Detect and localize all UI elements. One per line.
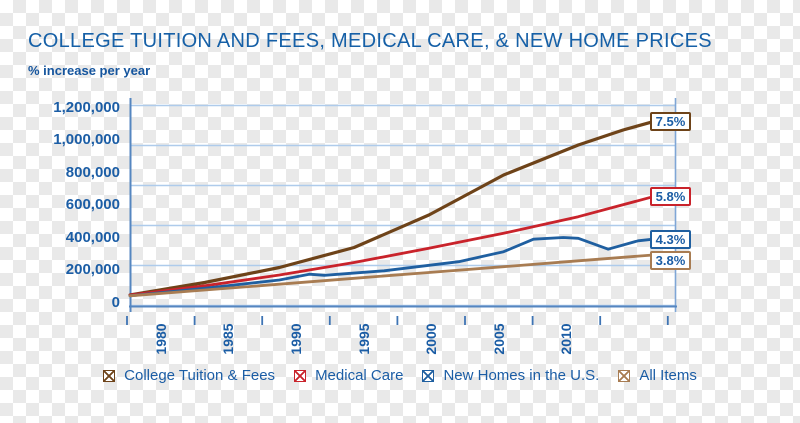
- series-line-2: [128, 195, 655, 297]
- x-axis-label: 1985: [220, 323, 237, 355]
- y-axis-label: 400,000: [65, 228, 120, 246]
- legend-item: Medical Care: [294, 367, 403, 384]
- legend-item: College Tuition & Fees: [103, 367, 275, 384]
- series-line-3: [128, 236, 655, 298]
- y-axis-label: 200,000: [65, 261, 120, 278]
- y-axis-label: 0: [111, 293, 120, 311]
- legend-swatch-icon: [294, 369, 307, 382]
- y-axis-label: 1,200,000: [53, 98, 120, 116]
- series-line-4: [128, 253, 655, 298]
- x-axis-label: 2000: [423, 323, 440, 355]
- rate-badge: 4.3%: [650, 229, 691, 249]
- rate-badge: 7.5%: [650, 112, 691, 132]
- chart-legend: College Tuition & Fees Medical Care New Ho…: [0, 367, 800, 384]
- rate-badge: 3.8%: [650, 250, 691, 270]
- rate-badge: 5.8%: [650, 187, 691, 207]
- legend-swatch-icon: [618, 369, 631, 382]
- chart-subtitle: % increase per year: [28, 63, 151, 78]
- y-axis-label: 1,000,000: [53, 131, 120, 148]
- page-title: COLLEGE TUITION AND FEES, MEDICAL CARE, …: [28, 30, 712, 52]
- legend-item: New Homes in the U.S.: [422, 367, 599, 384]
- legend-label: New Homes in the U.S.: [443, 367, 600, 384]
- legend-swatch-icon: [103, 369, 116, 382]
- series-line-1: [128, 120, 655, 297]
- legend-label: All Items: [639, 367, 697, 384]
- legend-item: All Items: [618, 367, 697, 384]
- x-axis-label: 1980: [152, 323, 169, 355]
- x-axis-label: 1995: [355, 323, 372, 355]
- legend-label: College Tuition & Fees: [124, 367, 276, 384]
- x-axis-label: 2010: [558, 323, 575, 355]
- y-axis-label: 800,000: [65, 163, 120, 181]
- y-axis-label: 600,000: [65, 196, 120, 213]
- legend-swatch-icon: [422, 369, 435, 382]
- x-axis-label: 1990: [288, 323, 304, 355]
- legend-label: Medical Care: [315, 367, 404, 384]
- x-axis-label: 2005: [490, 323, 507, 355]
